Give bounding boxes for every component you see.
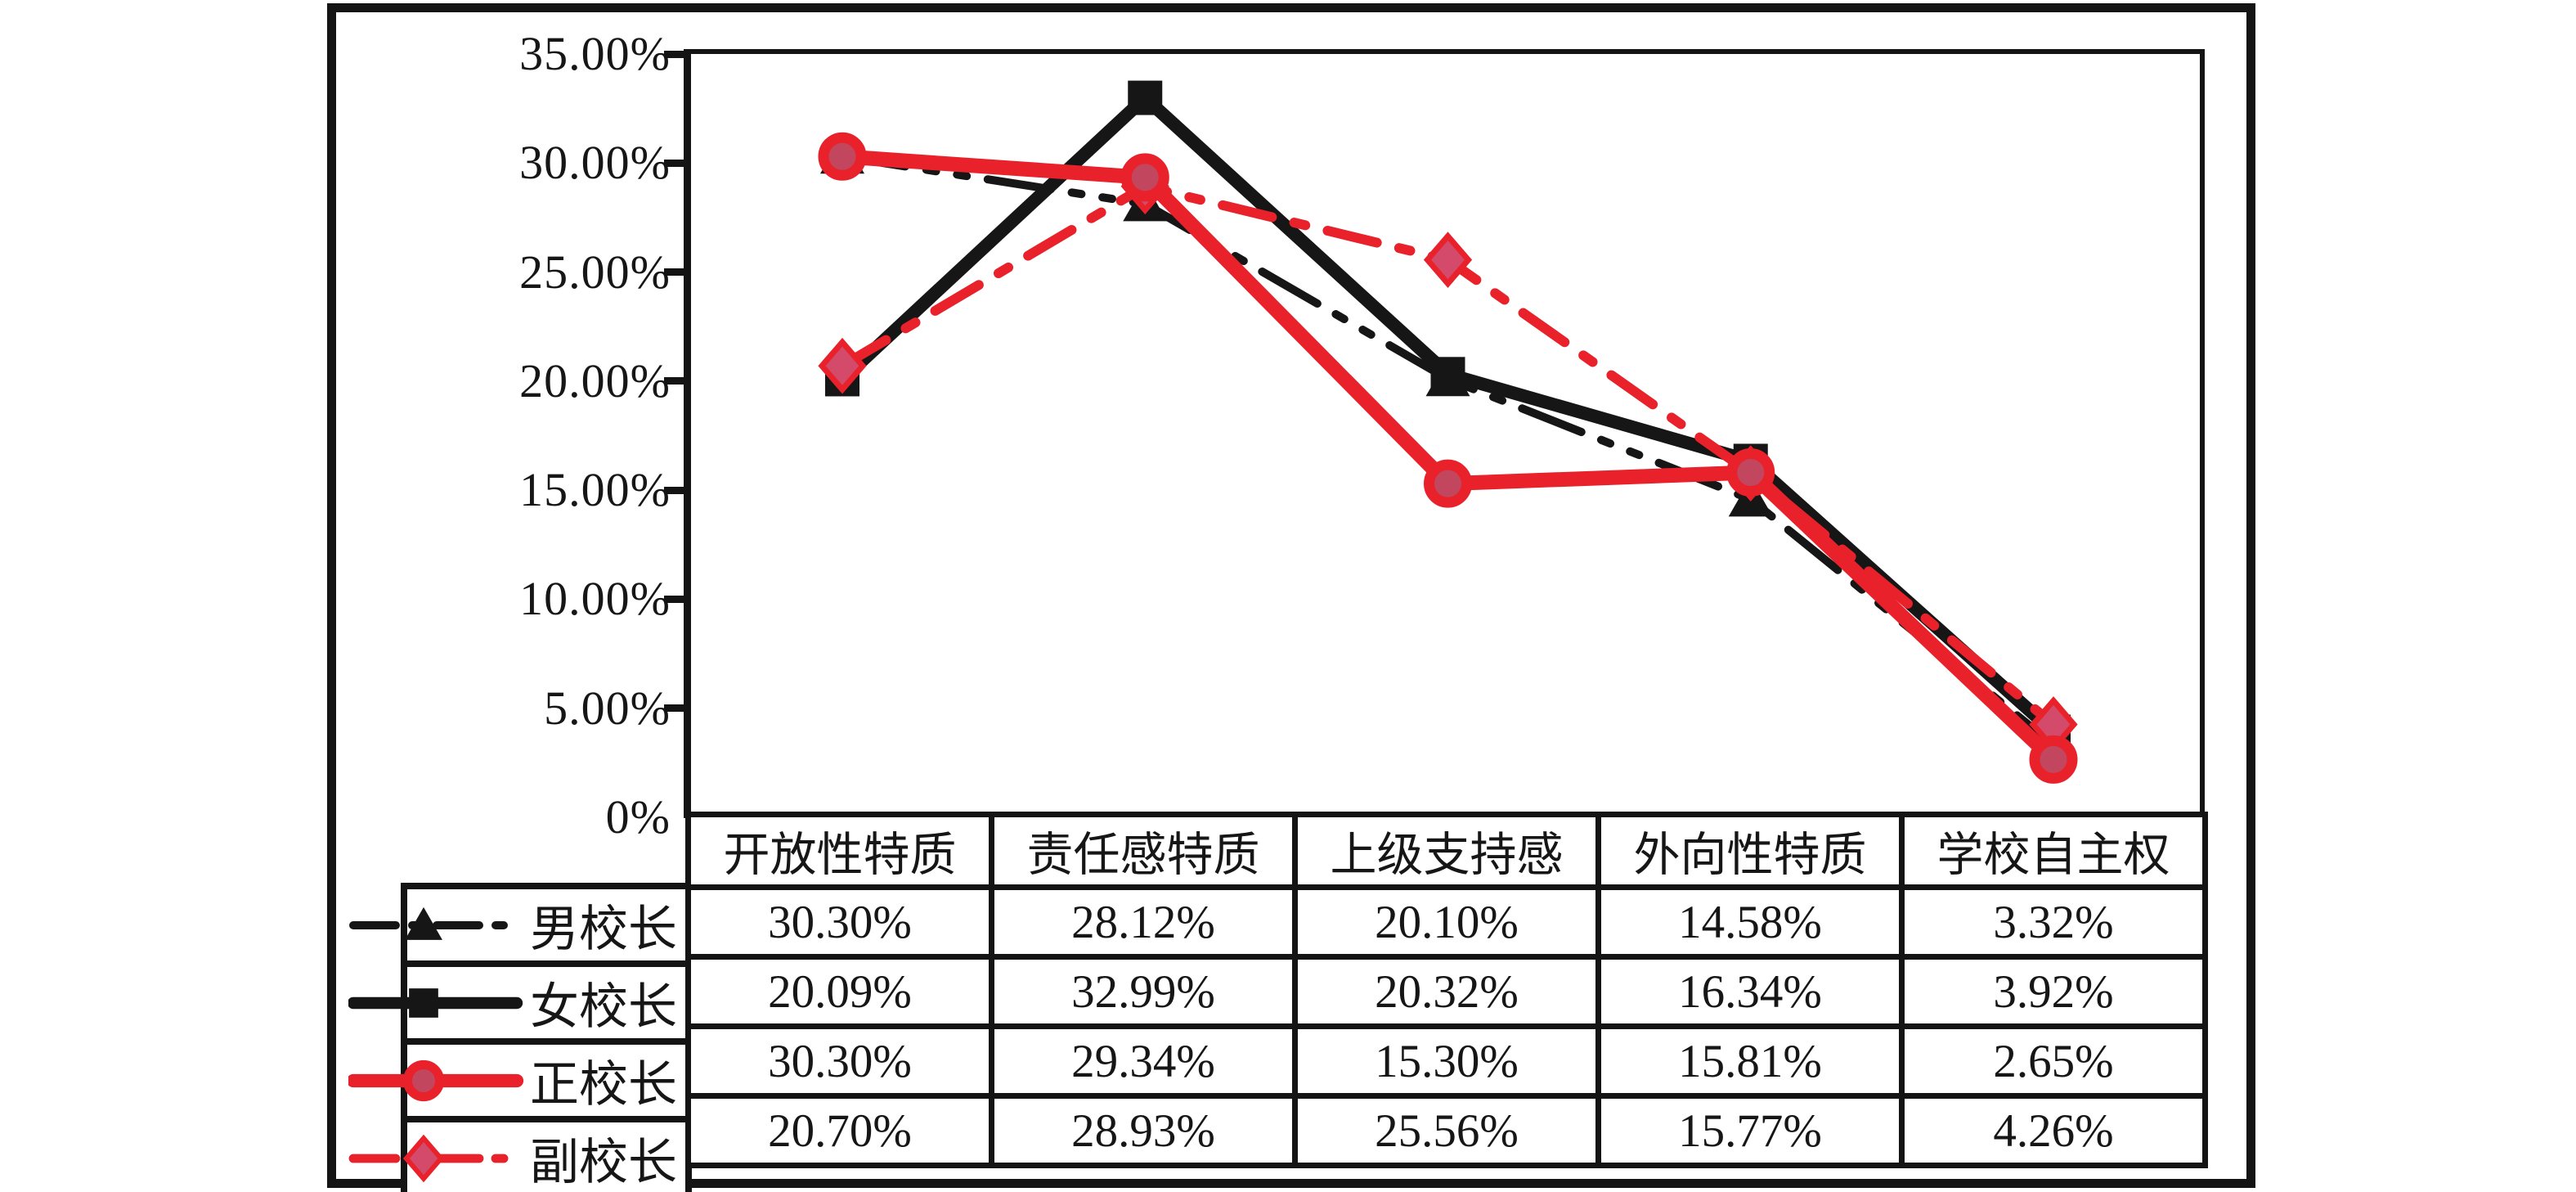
table-cell: 15.30% <box>1292 1023 1601 1099</box>
y-axis-label: 30.00% <box>519 136 671 190</box>
table-cell: 14.58% <box>1595 884 1905 960</box>
y-axis-tick <box>664 704 685 713</box>
circle-marker <box>2029 735 2078 784</box>
table-cell: 20.10% <box>1292 884 1601 960</box>
table-cell: 3.92% <box>1899 954 2208 1029</box>
y-axis-label: 25.00% <box>519 245 671 299</box>
legend-label: 男校长 <box>530 902 677 956</box>
plot-top-border <box>684 49 2205 54</box>
square-marker <box>1430 357 1465 392</box>
table-header-row: 开放性特质 责任感特质 上级支持感 外向性特质 学校自主权 <box>685 812 2208 890</box>
y-axis-tick <box>664 486 685 494</box>
table-cell: 32.99% <box>989 954 1298 1029</box>
legend-row-male-principal: 男校长 <box>349 883 692 967</box>
column-header: 外向性特质 <box>1595 812 1905 890</box>
table-cell: 29.34% <box>989 1023 1298 1099</box>
y-axis-label: 5.00% <box>544 681 671 735</box>
table-cell: 20.70% <box>685 1093 994 1168</box>
column-header: 上级支持感 <box>1292 812 1601 890</box>
table-row: 20.09% 32.99% 20.32% 16.34% 3.92% <box>685 954 2208 1029</box>
column-header: 责任感特质 <box>989 812 1298 890</box>
triangle-marker <box>405 906 442 940</box>
series-line-女校长 <box>836 91 2060 739</box>
y-axis-label: 15.00% <box>519 463 671 517</box>
table-cell: 28.12% <box>989 884 1298 960</box>
male-principal-line-icon <box>349 906 521 940</box>
legend-label: 正校长 <box>530 1058 677 1112</box>
line-chart-plot <box>818 80 2078 784</box>
y-axis-line <box>684 49 691 818</box>
table-row: 20.70% 28.93% 25.56% 15.77% 4.26% <box>685 1093 2208 1168</box>
vice-principal-line-icon <box>348 1134 522 1182</box>
legend-label: 副校长 <box>530 1136 677 1190</box>
y-axis-label: 20.00% <box>519 353 671 407</box>
table-cell: 16.34% <box>1595 954 1905 1029</box>
table-row: 30.30% 29.34% 15.30% 15.81% 2.65% <box>685 1023 2208 1099</box>
legend-row-principal: 正校长 <box>348 1038 692 1122</box>
female-principal-line-icon <box>348 987 523 1018</box>
y-axis-tick <box>664 595 685 603</box>
table-cell: 3.32% <box>1899 884 2208 960</box>
y-axis-label: 10.00% <box>519 572 671 626</box>
table-cell: 20.09% <box>685 954 994 1029</box>
diamond-marker <box>402 1134 445 1182</box>
column-header: 开放性特质 <box>685 812 994 890</box>
table-cell: 30.30% <box>685 884 994 960</box>
table-cell: 2.65% <box>1899 1023 2208 1099</box>
square-marker <box>409 987 438 1018</box>
diamond-marker <box>818 337 867 394</box>
circle-marker <box>1424 459 1472 508</box>
table-cell: 4.26% <box>1899 1093 2208 1168</box>
legend-row-female-principal: 女校长 <box>348 960 692 1045</box>
diamond-marker <box>1423 232 1473 289</box>
principal-line-icon <box>348 1059 524 1101</box>
y-axis-label: 35.00% <box>519 27 671 80</box>
table-cell: 30.30% <box>685 1023 994 1099</box>
column-header: 学校自主权 <box>1899 812 2208 890</box>
square-marker <box>1128 80 1163 115</box>
table-row: 30.30% 28.12% 20.10% 14.58% 3.32% <box>685 884 2208 960</box>
circle-marker <box>1726 448 1775 497</box>
table-cell: 25.56% <box>1292 1093 1601 1168</box>
legend-table: 男校长 女校长 正校长 副校长 <box>348 883 692 1192</box>
y-axis-tick <box>664 159 685 167</box>
y-axis-tick <box>664 268 685 277</box>
circle-marker <box>402 1059 445 1101</box>
data-table: 开放性特质 责任感特质 上级支持感 外向性特质 学校自主权 30.30% 28.… <box>685 812 2208 1168</box>
table-cell: 28.93% <box>989 1093 1298 1168</box>
legend-row-vice-principal: 副校长 <box>348 1116 692 1192</box>
y-axis-tick <box>664 50 685 58</box>
table-cell: 20.32% <box>1292 954 1601 1029</box>
legend-label: 女校长 <box>530 980 677 1034</box>
y-axis-label: 0% <box>605 790 671 843</box>
table-cell: 15.81% <box>1595 1023 1905 1099</box>
plot-right-border <box>2200 49 2205 818</box>
y-axis-tick <box>664 377 685 385</box>
circle-marker <box>818 132 867 181</box>
table-cell: 15.77% <box>1595 1093 1905 1168</box>
circle-marker <box>1120 153 1169 202</box>
